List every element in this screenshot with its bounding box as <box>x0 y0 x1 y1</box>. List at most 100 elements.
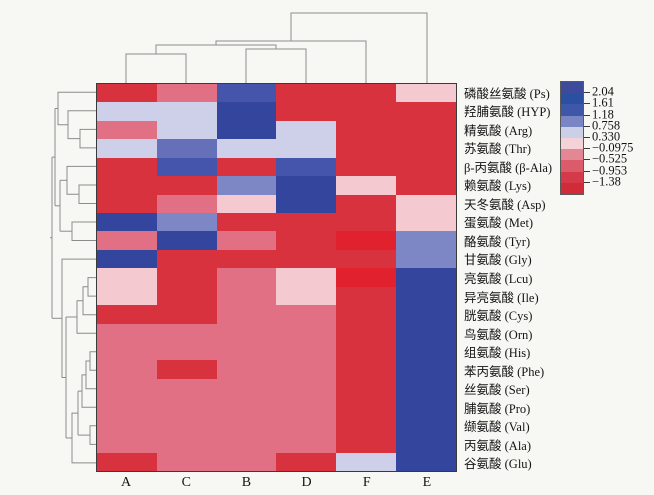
heatmap-cell <box>396 176 456 195</box>
row-label: 组氨酸 (His) <box>464 346 531 361</box>
row-label: 鸟氨酸 (Orn) <box>464 327 533 342</box>
dendrogram-branch <box>57 91 96 126</box>
dendrogram-branch <box>71 221 96 241</box>
legend-tick <box>584 114 590 116</box>
heatmap-cell <box>336 231 397 250</box>
col-label: D <box>301 475 312 490</box>
heatmap-cell <box>336 194 397 213</box>
heatmap-cell <box>216 434 277 453</box>
row-label: 酪氨酸 (Tyr) <box>464 234 531 249</box>
heatmap-cell <box>336 360 397 379</box>
legend-tick-label: 1.61 <box>592 95 614 110</box>
heatmap-cell <box>156 360 217 379</box>
heatmap-cell <box>156 415 217 435</box>
heatmap-cell <box>216 231 277 250</box>
heatmap-cell <box>216 360 277 379</box>
legend-tick-label: 1.18 <box>592 107 614 122</box>
heatmap-cell <box>216 342 277 361</box>
heatmap-cell <box>276 378 337 398</box>
heatmap-cell <box>336 249 397 269</box>
heatmap-cell <box>276 360 337 379</box>
row-dendrogram <box>50 91 96 464</box>
row-label: 脯氨酸 (Pro) <box>464 401 531 416</box>
heatmap-cell <box>97 286 157 306</box>
heatmap-cell <box>156 378 217 398</box>
legend-color-block <box>561 115 583 127</box>
dendrogram-branch <box>61 258 96 378</box>
heatmap-cell <box>336 286 397 306</box>
heatmap-cell <box>216 157 277 177</box>
row-label: 谷氨酸 (Glu) <box>464 457 532 472</box>
row-label: 苏氨酸 (Thr) <box>464 142 531 157</box>
heatmap-cell <box>156 249 217 269</box>
heatmap-cell <box>97 194 157 213</box>
legend-color-block <box>561 137 583 150</box>
heatmap-cell <box>156 286 217 306</box>
dendrogram-branch <box>290 12 428 83</box>
heatmap-cell <box>216 102 277 121</box>
heatmap-cell <box>396 84 456 103</box>
legend-color-block <box>561 126 583 138</box>
heatmap-cell <box>156 84 217 103</box>
heatmap-cell <box>156 452 217 471</box>
heatmap-cell <box>396 102 456 121</box>
col-label: E <box>422 475 432 490</box>
legend-color-block <box>561 182 583 194</box>
heatmap-cell <box>156 268 217 287</box>
heatmap-cell <box>336 268 397 287</box>
legend-color-block <box>561 93 583 105</box>
heatmap-cell <box>156 157 217 177</box>
row-label: 苯丙氨酸 (Phe) <box>464 364 545 379</box>
heatmap-cell <box>216 268 277 287</box>
heatmap-cell <box>216 305 277 324</box>
dendrogram-branch <box>245 48 307 83</box>
heatmap-cell <box>97 452 157 471</box>
legend-tick-label: −0.525 <box>592 151 628 166</box>
column-dendrogram <box>125 12 428 83</box>
legend-tick-label: −1.38 <box>592 174 621 189</box>
legend-tick <box>584 92 590 94</box>
row-label: 磷酸丝氨酸 (Ps) <box>464 86 550 101</box>
legend-color-block <box>561 82 583 94</box>
heatmap-cell <box>97 342 157 361</box>
heatmap-cell <box>97 397 157 416</box>
heatmap-cell <box>276 139 337 158</box>
row-label: 精氨酸 (Arg) <box>464 123 533 138</box>
col-label: C <box>181 475 191 490</box>
heatmap-cell <box>276 176 337 195</box>
heatmap-cell <box>336 84 397 103</box>
heatmap-cell <box>97 231 157 250</box>
row-label: 异亮氨酸 (Ile) <box>464 290 539 305</box>
heatmap-cell <box>97 213 157 232</box>
heatmap-cell <box>97 323 157 342</box>
row-label: 缬氨酸 (Val) <box>464 420 530 435</box>
heatmap-cell <box>276 342 337 361</box>
legend-tick <box>584 181 590 183</box>
heatmap-cell <box>336 176 397 195</box>
legend-tick <box>584 125 590 127</box>
legend-tick-label: 0.758 <box>592 118 621 133</box>
heatmap-cell <box>216 194 277 213</box>
heatmap-cell <box>396 452 456 471</box>
row-label: 胱氨酸 (Cys) <box>464 309 533 324</box>
heatmap-cell <box>396 378 456 398</box>
heatmap-cell <box>336 342 397 361</box>
legend-tick-label: −0.0975 <box>592 140 634 155</box>
heatmap-cell <box>97 157 157 177</box>
heatmap-cell <box>216 415 277 435</box>
heatmap-cell <box>396 157 456 177</box>
row-label: 赖氨酸 (Lys) <box>464 179 532 194</box>
heatmap-cell <box>276 434 337 453</box>
heatmap-cell <box>156 342 217 361</box>
heatmap-cell <box>156 194 217 213</box>
heatmap-cell <box>336 102 397 121</box>
heatmap-cell <box>216 84 277 103</box>
legend-tick <box>584 137 590 138</box>
heatmap-cell <box>396 268 456 287</box>
dendrogram-branch <box>66 165 96 195</box>
heatmap-cell <box>276 120 337 140</box>
heatmap-cell <box>336 120 397 140</box>
legend-tick <box>584 170 590 172</box>
